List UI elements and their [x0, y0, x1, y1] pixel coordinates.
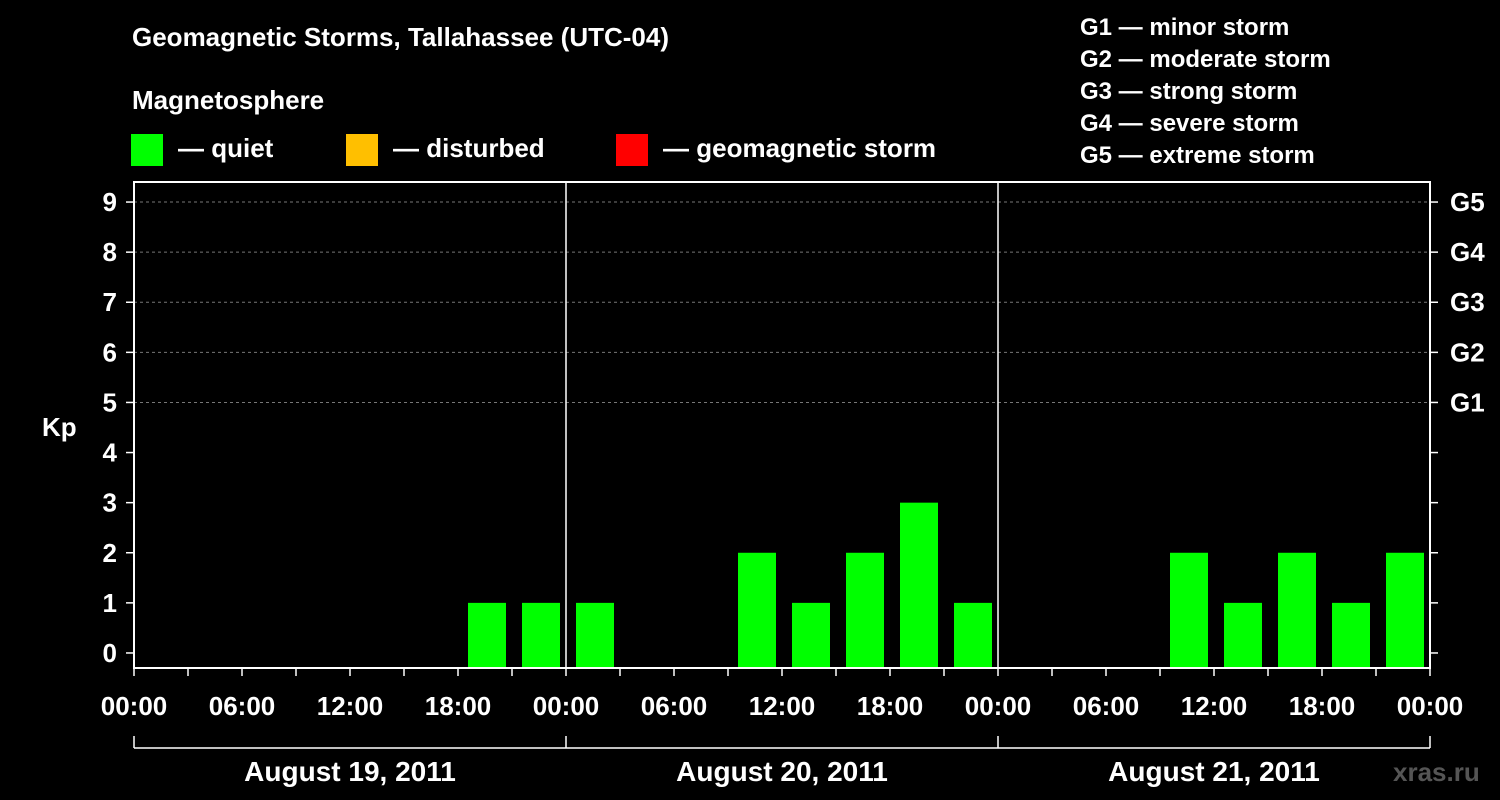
watermark: xras.ru [1393, 757, 1480, 787]
y-tick-label: 9 [103, 187, 117, 217]
kp-bar [1278, 552, 1316, 668]
kp-bar [846, 552, 884, 668]
day-label: August 19, 2011 [244, 756, 456, 787]
kp-bar [1386, 552, 1424, 668]
x-tick-label: 06:00 [641, 691, 708, 721]
x-tick-label: 06:00 [209, 691, 276, 721]
x-tick-label: 00:00 [533, 691, 600, 721]
legend-label-quiet: — quiet [178, 133, 274, 163]
y-tick-label: 7 [103, 287, 117, 317]
g-scale-g1: G1 — minor storm [1080, 14, 1290, 41]
x-tick-label: 00:00 [965, 691, 1032, 721]
x-tick-label: 00:00 [101, 691, 168, 721]
kp-bar [1332, 602, 1370, 668]
legend-swatch-quiet [131, 134, 163, 166]
g-axis-label: G5 [1450, 187, 1485, 217]
y-tick-label: 2 [103, 538, 117, 568]
kp-bar [792, 602, 830, 668]
kp-bar [522, 602, 560, 668]
kp-bar [900, 502, 938, 668]
kp-bar [1224, 602, 1262, 668]
kp-bar [1170, 552, 1208, 668]
day-label: August 21, 2011 [1108, 756, 1320, 787]
y-tick-label: 1 [103, 588, 117, 618]
y-tick-label: 5 [103, 387, 117, 417]
legend-label-storm: — geomagnetic storm [663, 133, 937, 163]
x-tick-label: 12:00 [317, 691, 384, 721]
legend-swatch-disturbed [346, 134, 378, 166]
g-scale-g4: G4 — severe storm [1080, 110, 1299, 137]
y-tick-label: 0 [103, 638, 117, 668]
magnetosphere-title: Magnetosphere [132, 85, 325, 115]
y-tick-label: 6 [103, 337, 117, 367]
g-scale-g3: G3 — strong storm [1080, 78, 1298, 105]
kp-bar [468, 602, 506, 668]
x-tick-label: 18:00 [1289, 691, 1356, 721]
y-tick-label: 3 [103, 488, 117, 518]
plot-frame [133, 181, 1431, 669]
y-tick-label: 4 [103, 438, 118, 468]
x-tick-label: 06:00 [1073, 691, 1140, 721]
x-tick-label: 00:00 [1397, 691, 1464, 721]
x-tick-label: 12:00 [749, 691, 816, 721]
g-scale-g5: G5 — extreme storm [1080, 142, 1315, 169]
legend-swatch-storm [616, 134, 648, 166]
kp-bar [954, 602, 992, 668]
y-tick-label: 8 [103, 237, 117, 267]
x-tick-label: 12:00 [1181, 691, 1248, 721]
x-tick-label: 18:00 [425, 691, 492, 721]
g-scale-g2: G2 — moderate storm [1080, 46, 1331, 73]
g-axis-label: G4 [1450, 237, 1485, 267]
g-axis-label: G1 [1450, 387, 1485, 417]
chart-title: Geomagnetic Storms, Tallahassee (UTC-04) [132, 22, 670, 52]
g-axis-label: G2 [1450, 337, 1485, 367]
kp-bar [576, 602, 614, 668]
legend-label-disturbed: — disturbed [393, 133, 545, 163]
y-axis-label: Kp [42, 412, 77, 442]
x-tick-label: 18:00 [857, 691, 924, 721]
kp-bar [738, 552, 776, 668]
day-label: August 20, 2011 [676, 756, 888, 787]
g-axis-label: G3 [1450, 287, 1485, 317]
